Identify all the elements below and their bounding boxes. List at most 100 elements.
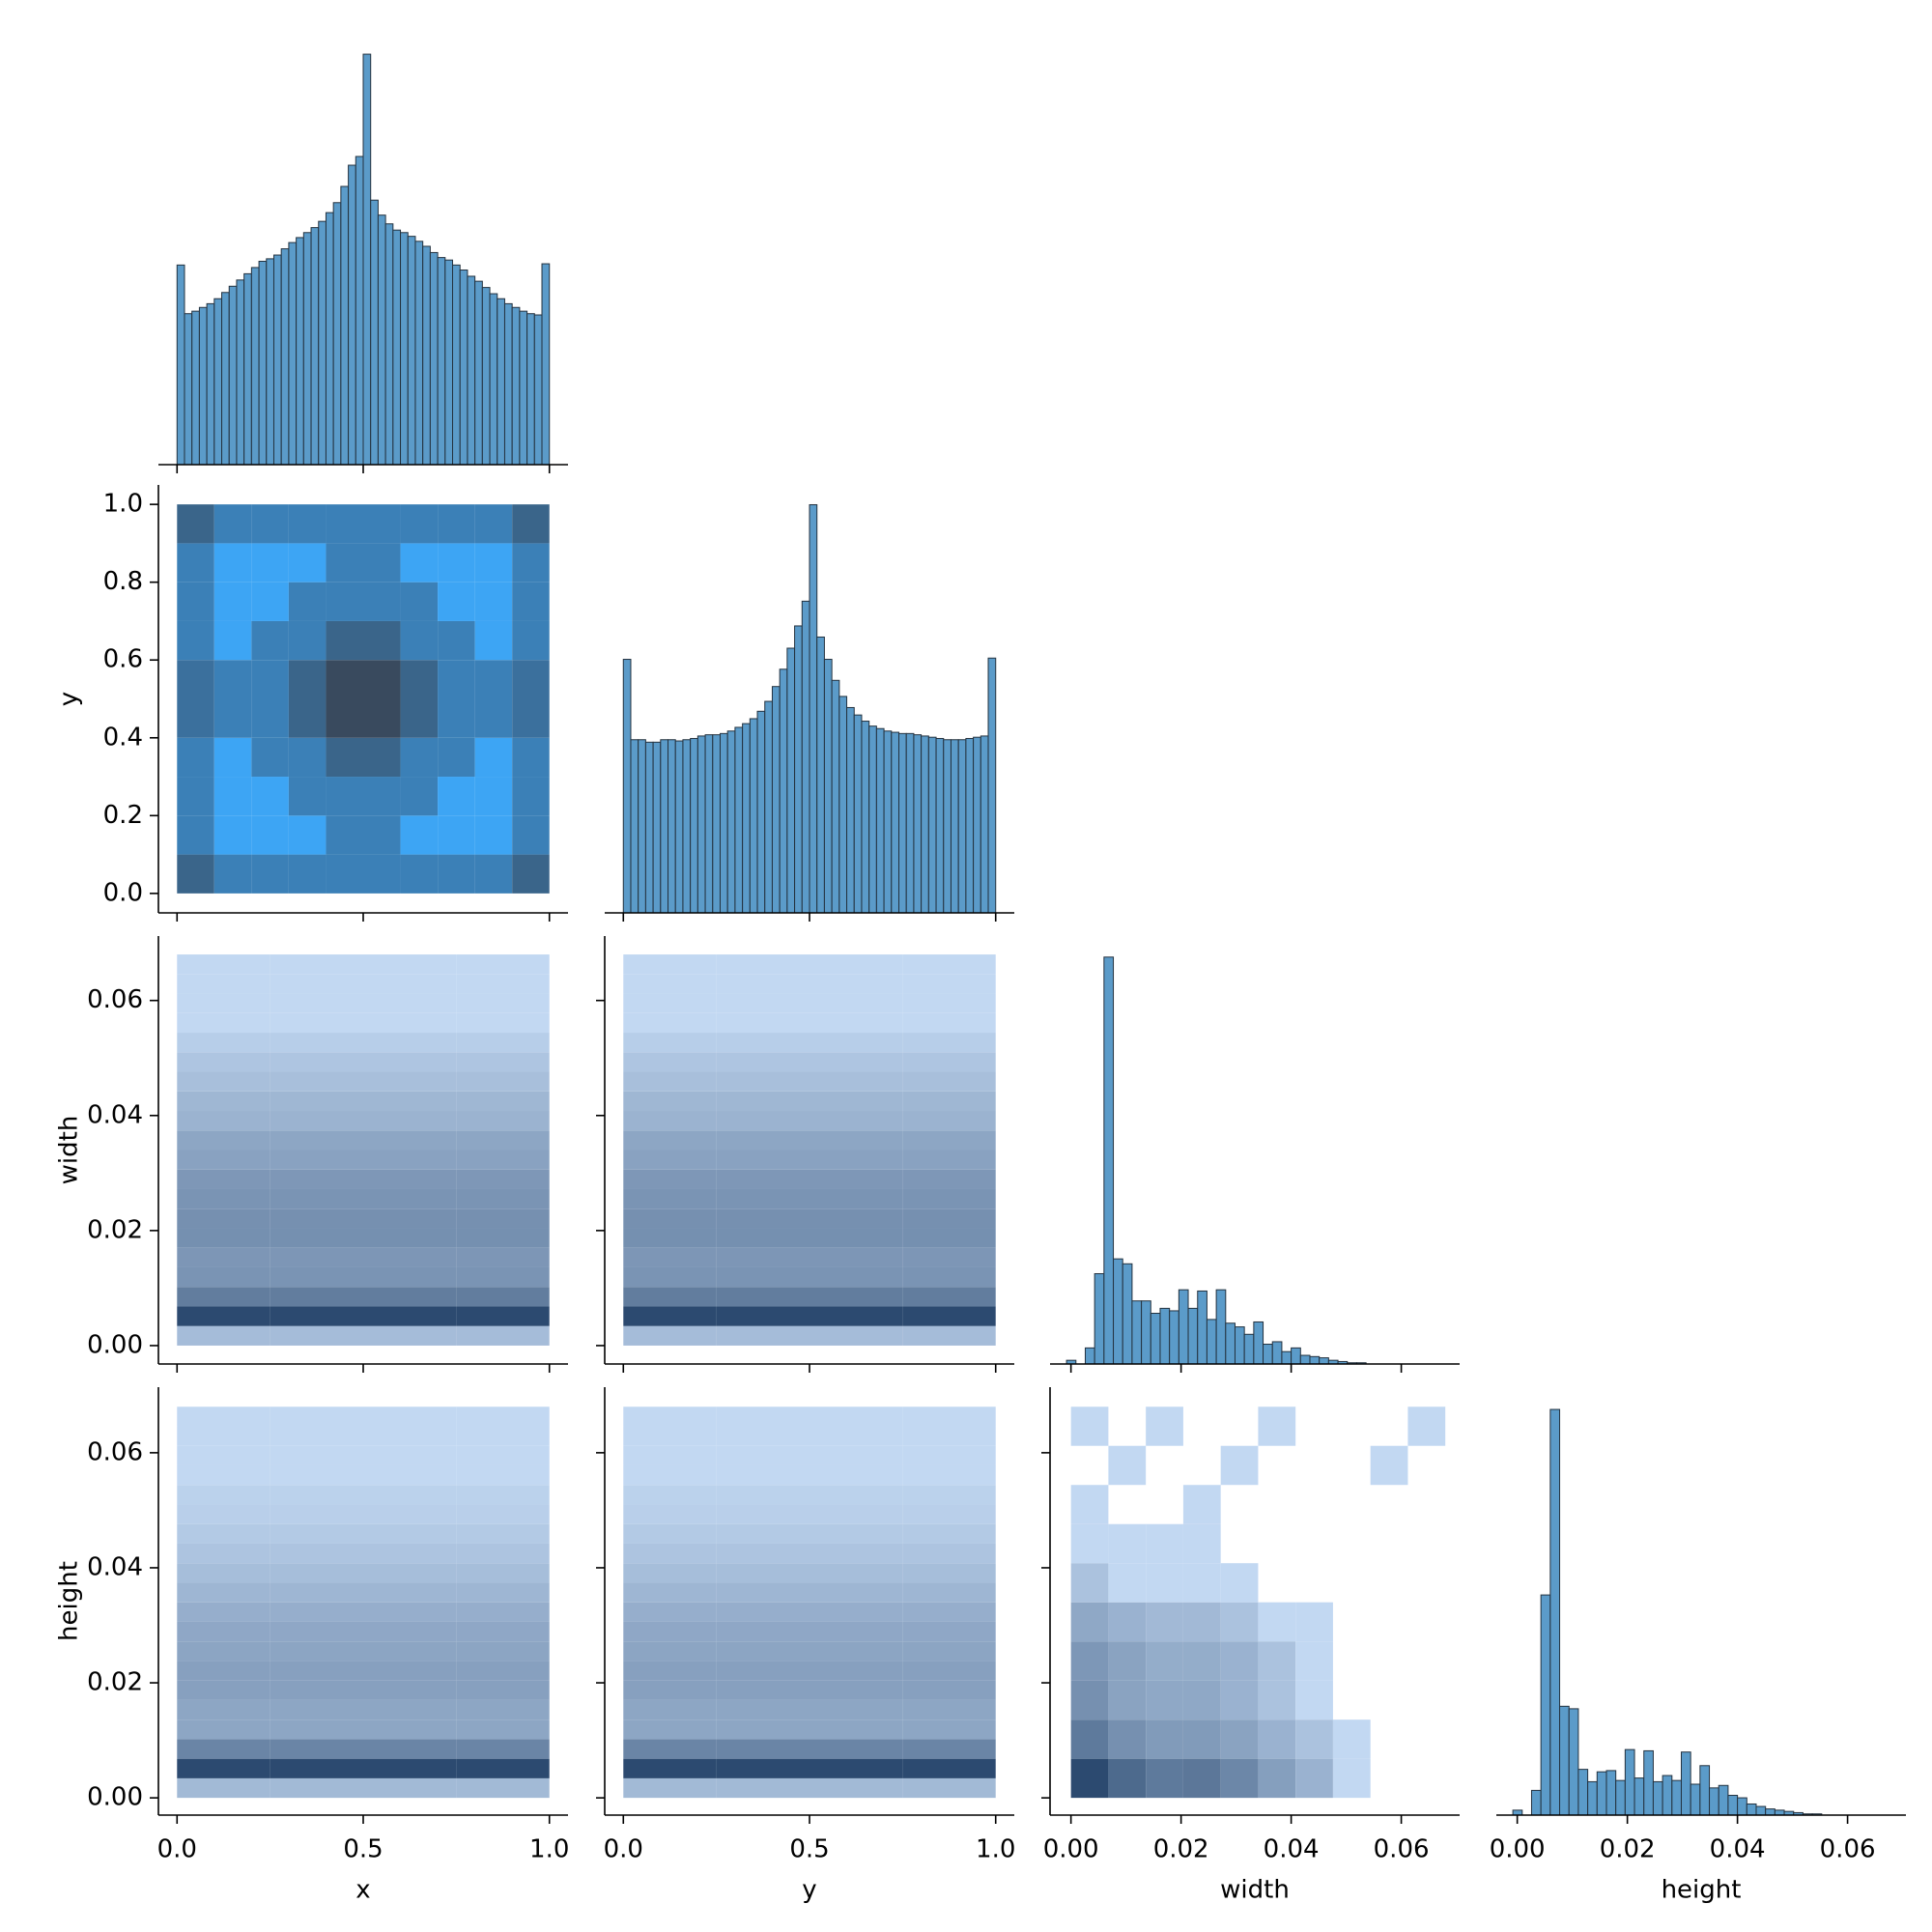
bar (467, 275, 476, 466)
heat-cell (456, 1445, 550, 1465)
bar (414, 241, 424, 466)
heat-cell (474, 543, 513, 582)
heat-cell (512, 620, 550, 661)
heat-cell (363, 1641, 457, 1662)
heat-cell (716, 1699, 810, 1720)
heat-cell (623, 1445, 717, 1465)
heat-cell (363, 1739, 457, 1759)
bar (1141, 1300, 1151, 1365)
heat-cell (288, 660, 327, 699)
heat-cell (270, 1719, 363, 1740)
heat-cell (623, 1287, 717, 1307)
heat-cell (456, 1150, 550, 1170)
heat-cell (270, 954, 363, 975)
y-axis-label: width (55, 1116, 84, 1185)
heat-cell (270, 1287, 363, 1307)
heat-cell (1070, 1563, 1109, 1603)
bar (630, 739, 639, 914)
heat-cell (474, 660, 513, 699)
heat-cell (716, 1111, 810, 1131)
heat-cell (213, 737, 252, 778)
heat-cell (363, 582, 401, 621)
bar (384, 223, 394, 466)
heat-cell (363, 1661, 457, 1681)
heat-cell (177, 1111, 270, 1131)
heat-cell (716, 1777, 810, 1799)
heat-cell (1370, 1445, 1408, 1486)
heat-cell (716, 1247, 810, 1267)
bar (712, 734, 721, 914)
heat-cell (1146, 1758, 1183, 1799)
bar (497, 298, 505, 466)
heat-cell (363, 1543, 457, 1564)
heat-cell (902, 1485, 996, 1505)
heat-cell (456, 1208, 550, 1229)
heat-cell (810, 1739, 903, 1759)
heat-cell (1146, 1563, 1183, 1603)
heat-cell (251, 737, 289, 778)
bar (638, 739, 646, 914)
heat-cell (1182, 1719, 1221, 1759)
heat-cell (177, 1445, 270, 1465)
heat-cell (1070, 1406, 1109, 1446)
heat-cell (177, 1325, 270, 1346)
bar (452, 264, 461, 466)
heat-cell (456, 1661, 550, 1681)
heat-cell (456, 1091, 550, 1112)
heat-cell (512, 698, 550, 738)
heat-cell (288, 543, 327, 582)
x-axis-label: x (355, 1876, 370, 1905)
bar (786, 647, 796, 914)
heat-cell (177, 1150, 270, 1170)
heat-cell (363, 1602, 457, 1622)
heat-cell (270, 1208, 363, 1229)
heat-cell (363, 1266, 457, 1288)
heat-cell (623, 1602, 717, 1622)
x-tick-label: 0.04 (1264, 1835, 1320, 1864)
heat-cell (810, 1306, 903, 1326)
bar (1615, 1779, 1626, 1816)
heat-cell (456, 1325, 550, 1346)
heat-cell (1258, 1758, 1296, 1799)
heat-cell (326, 815, 363, 855)
bar (302, 232, 312, 466)
bar (1131, 1300, 1143, 1365)
bar (296, 237, 304, 466)
bar (1263, 1344, 1273, 1365)
heat-cell (1220, 1680, 1259, 1720)
x-axis-label: y (802, 1876, 816, 1905)
heat-cell (623, 1071, 717, 1092)
heat-cell (810, 1228, 903, 1248)
heat-cell (363, 1719, 457, 1740)
heat-cell (177, 1602, 270, 1622)
heat-cell (270, 993, 363, 1013)
heat-cell (1146, 1719, 1183, 1759)
heat-cell (902, 1543, 996, 1564)
heat-cell (716, 1739, 810, 1759)
heat-cell (456, 1719, 550, 1740)
heat-cell (810, 1758, 903, 1778)
bar (794, 625, 803, 914)
heat-cell (438, 582, 475, 621)
bar (318, 220, 327, 466)
bar (243, 272, 252, 466)
heat-cell (177, 737, 214, 778)
heat-cell (438, 620, 475, 661)
heat-cell (456, 1247, 550, 1267)
bar (838, 696, 848, 914)
heat-cell (810, 1169, 903, 1189)
y-tick-label: 0.04 (87, 1552, 143, 1581)
heat-cell (456, 1071, 550, 1092)
heat-cell (438, 543, 475, 582)
bar (236, 279, 245, 466)
heat-cell (251, 582, 289, 621)
heat-cell (902, 1777, 996, 1799)
heat-cell (902, 1266, 996, 1288)
bar (682, 739, 692, 914)
heat-cell (456, 1582, 550, 1603)
heat-cell (363, 954, 457, 975)
heat-cell (1146, 1523, 1183, 1564)
heat-cell (716, 1012, 810, 1034)
heat-cell (716, 993, 810, 1013)
heat-cell (810, 1325, 903, 1346)
